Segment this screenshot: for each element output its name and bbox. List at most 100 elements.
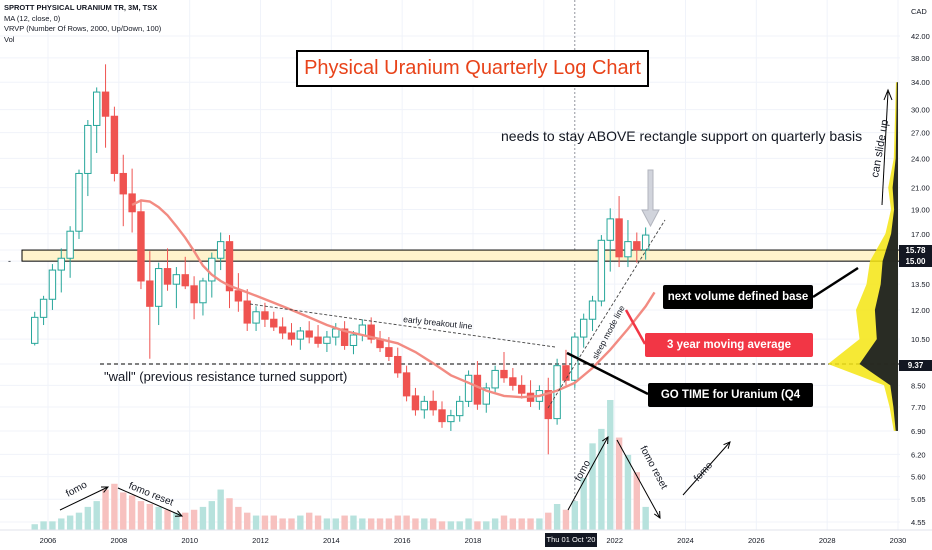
fomo-arrow-mid: [567, 436, 609, 511]
ma-line: [131, 199, 656, 399]
volume-bar: [385, 518, 393, 530]
candle-body: [31, 316, 39, 344]
price-tick-label: 10.50: [911, 335, 930, 344]
candle-body: [146, 280, 154, 307]
crosshair-date: Thu 01 Oct '20: [545, 533, 597, 547]
volume-bar: [465, 518, 472, 530]
candle-body: [84, 124, 92, 174]
candle-body: [216, 241, 225, 259]
support-rectangle: [21, 249, 901, 262]
next-volume-label: next volume defined base: [663, 285, 813, 309]
volume-bar: [217, 489, 224, 530]
volume-bar: [146, 504, 154, 530]
ma-pointer: [624, 309, 647, 345]
zone-left-marker: -: [8, 256, 11, 266]
volume-bar: [412, 518, 419, 530]
candle-body: [190, 285, 198, 304]
volume-bars: [31, 400, 649, 530]
candle-body: [606, 218, 614, 241]
candle-body: [75, 172, 83, 232]
volume-bar: [633, 472, 641, 530]
volume-bar: [589, 443, 596, 530]
price-tick-label: 5.60: [911, 473, 926, 482]
volume-bar: [164, 509, 171, 530]
candle-body: [500, 369, 508, 379]
price-tick-label: 6.20: [911, 450, 926, 459]
chart-title: Physical Uranium Quarterly Log Chart: [296, 50, 649, 87]
candle-body: [411, 395, 420, 411]
fomo-arrow-right: [682, 441, 731, 496]
volume-bar: [403, 515, 410, 530]
currency-label[interactable]: CAD: [911, 7, 927, 16]
candle-body: [39, 298, 48, 318]
volume-bar: [75, 512, 83, 530]
fomo-right-label: fomo: [692, 460, 715, 484]
price-tick-label: 30.00: [911, 106, 930, 115]
go-time-pointer: [566, 351, 649, 396]
time-tick-label: 2006: [40, 536, 57, 545]
fomo-reset-arrow-mid-head: [654, 510, 661, 520]
candle-body: [456, 400, 464, 417]
candle-body: [137, 211, 145, 282]
volume-bar: [84, 506, 92, 530]
volume-bar: [120, 492, 127, 530]
candle-body: [438, 409, 446, 423]
candle-body: [429, 400, 437, 411]
candle-body: [172, 274, 181, 285]
candle-body: [199, 280, 207, 304]
price-axis[interactable]: 4.55 5.05 5.60 6.20 6.90 7.70 8.50 10.50 12.00 13…: [911, 32, 930, 527]
candle-body: [394, 355, 402, 374]
legend-ma[interactable]: MA (12, close, 0): [4, 13, 61, 23]
next-volume-pointer: [812, 266, 859, 299]
fomo-reset-mid-label: fomo reset: [637, 444, 669, 491]
legend-vol[interactable]: Vol: [4, 34, 15, 44]
time-tick-label: 2008: [110, 536, 127, 545]
volume-bar: [199, 506, 207, 530]
price-tick-label: 13.50: [911, 280, 930, 289]
volume-bar: [624, 454, 632, 530]
candle-body: [597, 239, 606, 302]
candle-body: [579, 318, 588, 338]
time-tick-label: 2010: [181, 536, 198, 545]
volume-bar: [394, 515, 401, 530]
fomo-reset-arrow-mid: [616, 439, 661, 519]
candle-body: [332, 328, 340, 338]
fomo-reset-arrow-left: [117, 487, 183, 517]
candle-body: [181, 274, 189, 287]
time-tick-label: 2016: [394, 536, 411, 545]
candle-body: [402, 372, 411, 397]
price-tag-lower: 15.00: [899, 256, 932, 267]
volume-bar: [598, 428, 605, 530]
volume-bar: [367, 518, 375, 530]
candle-body: [252, 311, 260, 324]
volume-profile-down: [859, 82, 898, 431]
legend-symbol[interactable]: SPROTT PHYSICAL URANIUM TR, 3M, TSX: [4, 3, 158, 12]
volume-bar: [235, 506, 242, 530]
candle-body: [101, 91, 110, 117]
time-tick-label: 2030: [890, 536, 907, 545]
candle-body: [66, 230, 74, 259]
candle-body: [119, 172, 127, 195]
legend-vrvp[interactable]: VRVP (Number Of Rows, 2000, Up/Down, 100…: [4, 24, 162, 33]
volume-bar: [244, 512, 251, 530]
volume-bar: [483, 521, 490, 530]
candle-body: [48, 269, 57, 300]
slide-up-arrowhead: [883, 88, 893, 101]
price-tick-label: 7.70: [911, 403, 926, 412]
candle-body: [225, 241, 234, 292]
volume-bar: [58, 518, 65, 530]
time-axis[interactable]: 2006 2008 2010 2012 2014 2016 2018 2022 2024 2026…: [0, 529, 932, 545]
volume-bar: [102, 489, 109, 530]
volume-bar: [553, 504, 561, 530]
time-tick-label: 2012: [252, 536, 269, 545]
candle-body: [464, 374, 473, 402]
volume-profile: [828, 82, 898, 431]
volume-bar: [155, 506, 162, 530]
volume-bar: [545, 512, 552, 530]
volume-bar: [350, 515, 357, 530]
volume-bar: [429, 518, 437, 530]
candle-body: [641, 234, 650, 251]
candle-body: [296, 330, 305, 340]
volume-bar: [182, 512, 189, 530]
